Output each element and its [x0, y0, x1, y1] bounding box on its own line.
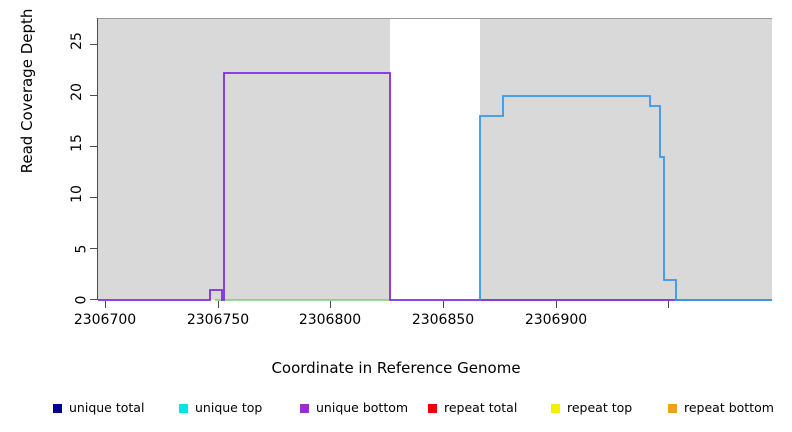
legend-label-unique-top: unique top — [195, 400, 263, 415]
y-tick-label-10-text: 10 — [69, 185, 86, 203]
legend-item-unique-bottom[interactable]: unique bottom — [300, 398, 408, 418]
legend-label-repeat-bottom: repeat bottom — [684, 400, 774, 415]
y-tick-5 — [90, 248, 97, 249]
legend-swatch-unique-bottom-icon — [300, 403, 309, 413]
legend-swatch-repeat-top-icon — [551, 403, 560, 413]
series-unique-bottom — [98, 72, 772, 301]
y-tick-label-25: 25 — [0, 32, 86, 50]
y-tick-label-0: 0 — [0, 292, 90, 308]
y-tick-label-20-text: 20 — [69, 83, 86, 101]
y-axis-line — [97, 18, 98, 300]
x-tick-label-2306850: 2306850 — [411, 312, 475, 328]
y-tick-label-25-text: 25 — [69, 32, 86, 50]
x-tick-label-2306800: 2306800 — [298, 312, 362, 328]
legend-label-unique-total: unique total — [69, 400, 145, 415]
coverage-plot-svg — [98, 19, 772, 301]
x-tick-label-2306900: 2306900 — [524, 312, 588, 328]
x-tick-2306700 — [105, 301, 106, 308]
x-tick-minor-right — [668, 301, 669, 308]
legend-label-unique-bottom: unique bottom — [316, 400, 409, 415]
plot-panel — [98, 18, 772, 301]
legend-label-repeat-total: repeat total — [444, 400, 518, 415]
legend: unique total unique top unique bottom re… — [0, 398, 792, 420]
y-tick-25 — [90, 44, 97, 45]
x-axis-title: Coordinate in Reference Genome — [271, 359, 521, 377]
x-tick-2306850 — [443, 301, 444, 308]
legend-swatch-unique-total-icon — [53, 403, 62, 413]
legend-swatch-repeat-bottom-icon — [668, 403, 677, 413]
y-tick-label-15: 15 — [0, 134, 86, 152]
legend-item-unique-total[interactable]: unique total — [53, 398, 144, 418]
legend-swatch-repeat-total-icon — [428, 403, 437, 413]
y-tick-15 — [90, 146, 97, 147]
x-tick-2306800 — [330, 301, 331, 308]
y-tick-label-5: 5 — [0, 241, 90, 257]
y-tick-label-15-text: 15 — [69, 134, 86, 152]
legend-item-repeat-total[interactable]: repeat total — [428, 398, 517, 418]
y-tick-label-10: 10 — [0, 185, 86, 203]
series-coverage-blue — [479, 95, 772, 301]
y-tick-0 — [90, 299, 97, 300]
legend-item-repeat-top[interactable]: repeat top — [551, 398, 632, 418]
x-tick-label-2306700: 2306700 — [73, 312, 137, 328]
x-tick-2306900 — [556, 301, 557, 308]
legend-label-repeat-top: repeat top — [567, 400, 633, 415]
x-tick-label-2306750: 2306750 — [186, 312, 250, 328]
x-tick-2306750 — [218, 301, 219, 308]
legend-item-repeat-bottom[interactable]: repeat bottom — [668, 398, 774, 418]
legend-swatch-unique-top-icon — [179, 403, 188, 413]
y-tick-10 — [90, 197, 97, 198]
y-tick-20 — [90, 95, 97, 96]
y-tick-label-20: 20 — [0, 83, 86, 101]
y-tick-label-0-text: 0 — [73, 295, 90, 305]
legend-item-unique-top[interactable]: unique top — [179, 398, 262, 418]
y-axis-title: Read Coverage Depth — [18, 8, 36, 174]
y-tick-label-5-text: 5 — [73, 244, 90, 254]
gap-region — [390, 19, 480, 301]
